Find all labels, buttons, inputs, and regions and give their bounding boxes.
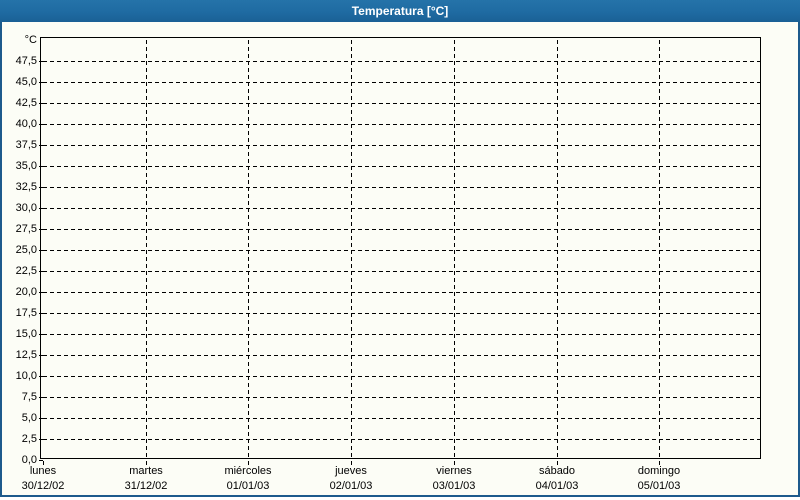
gridline-horizontal (43, 376, 762, 377)
x-axis-day-label: martes 31/12/02 (95, 464, 197, 494)
y-axis-tick (39, 376, 43, 377)
day-name: sábado (538, 465, 576, 477)
x-axis-day-label: domingo 05/01/03 (608, 464, 710, 494)
gridline-vertical (454, 40, 455, 460)
y-axis-tick (39, 439, 43, 440)
gridline-horizontal (43, 271, 762, 272)
y-axis-tick-label: 0,0 (21, 454, 37, 466)
gridline-horizontal (43, 250, 762, 251)
y-axis-tick-label: 7,5 (21, 391, 37, 403)
x-axis-day-label: sábado 04/01/03 (506, 464, 608, 494)
gridline-horizontal (43, 313, 762, 314)
day-date: 30/12/02 (21, 480, 65, 492)
day-date: 05/01/03 (637, 480, 681, 492)
gridline-horizontal (43, 439, 762, 440)
y-axis-tick-label: 42,5 (15, 97, 37, 109)
day-date: 31/12/02 (124, 480, 168, 492)
y-axis-tick-label: 17,5 (15, 307, 37, 319)
day-date: 04/01/03 (535, 480, 579, 492)
gridline-horizontal (43, 145, 762, 146)
day-date: 03/01/03 (432, 480, 476, 492)
y-axis-tick (39, 82, 43, 83)
y-axis-tick-label: 20,0 (15, 286, 37, 298)
y-axis-tick (39, 250, 43, 251)
y-axis-tick-label: 25,0 (15, 244, 37, 256)
x-axis-day-label: lunes 30/12/02 (0, 464, 94, 494)
y-axis-tick (39, 460, 43, 461)
y-axis-tick (39, 103, 43, 104)
x-axis-tick (454, 461, 455, 465)
y-axis-tick-label: 27,5 (15, 223, 37, 235)
x-axis-day-label: viernes 03/01/03 (403, 464, 505, 494)
gridline-horizontal (43, 208, 762, 209)
y-axis-tick-label: 10,0 (15, 370, 37, 382)
gridline-horizontal (43, 292, 762, 293)
y-axis-tick (39, 397, 43, 398)
gridline-horizontal (43, 124, 762, 125)
gridline-horizontal (43, 187, 762, 188)
gridline-vertical (248, 40, 249, 460)
y-axis-tick-label: 30,0 (15, 202, 37, 214)
y-axis-tick (39, 166, 43, 167)
y-axis-tick (39, 187, 43, 188)
y-axis-tick (39, 61, 43, 62)
y-axis-tick (39, 124, 43, 125)
day-name: jueves (335, 465, 367, 477)
gridline-horizontal (43, 334, 762, 335)
day-name: miércoles (224, 465, 272, 477)
day-name: viernes (436, 465, 472, 477)
gridline-horizontal (43, 61, 762, 62)
y-axis-tick (39, 334, 43, 335)
day-date: 01/01/03 (226, 480, 270, 492)
x-axis-tick (557, 461, 558, 465)
y-axis-tick-label: 22,5 (15, 265, 37, 277)
x-axis-day-label: jueves 02/01/03 (300, 464, 402, 494)
y-axis-tick-label: 35,0 (15, 160, 37, 172)
gridline-horizontal (43, 82, 762, 83)
plot-area (40, 37, 761, 459)
y-axis-tick-label: 37,5 (15, 139, 37, 151)
y-axis-tick-label: 45,0 (15, 76, 37, 88)
gridline-horizontal (43, 418, 762, 419)
y-axis-tick-label: 15,0 (15, 328, 37, 340)
y-axis-tick-label: 40,0 (15, 118, 37, 130)
y-axis-tick-label: 12,5 (15, 349, 37, 361)
gridline-vertical (659, 40, 660, 460)
x-axis-tick (146, 461, 147, 465)
y-axis-tick-label: 32,5 (15, 181, 37, 193)
x-axis-day-label: miércoles 01/01/03 (197, 464, 299, 494)
chart-titlebar: Temperatura [°C] (0, 0, 800, 22)
gridline-vertical (557, 40, 558, 460)
gridline-horizontal (43, 103, 762, 104)
gridline-vertical (351, 40, 352, 460)
y-axis-tick (39, 418, 43, 419)
gridline-horizontal (43, 355, 762, 356)
y-axis-tick (39, 145, 43, 146)
y-axis-tick (39, 292, 43, 293)
y-axis-unit-label: °C (24, 34, 37, 46)
day-name: domingo (637, 465, 681, 477)
gridline-horizontal (43, 229, 762, 230)
day-date: 02/01/03 (329, 480, 373, 492)
y-axis-tick (39, 313, 43, 314)
y-axis-tick-label: 5,0 (21, 412, 37, 424)
gridline-horizontal (43, 397, 762, 398)
x-axis-tick (43, 461, 44, 465)
x-axis-tick (248, 461, 249, 465)
y-axis-tick-label: 2,5 (21, 433, 37, 445)
y-axis-tick (39, 271, 43, 272)
gridline-vertical (146, 40, 147, 460)
gridline-horizontal (43, 166, 762, 167)
x-axis-tick (659, 461, 660, 465)
y-axis-tick (39, 229, 43, 230)
y-axis-tick-label: 47,5 (15, 55, 37, 67)
chart-title: Temperatura [°C] (351, 4, 449, 18)
y-axis-tick (39, 208, 43, 209)
day-name: lunes (29, 465, 57, 477)
y-axis-tick (39, 355, 43, 356)
x-axis-tick (351, 461, 352, 465)
day-name: martes (129, 465, 163, 477)
